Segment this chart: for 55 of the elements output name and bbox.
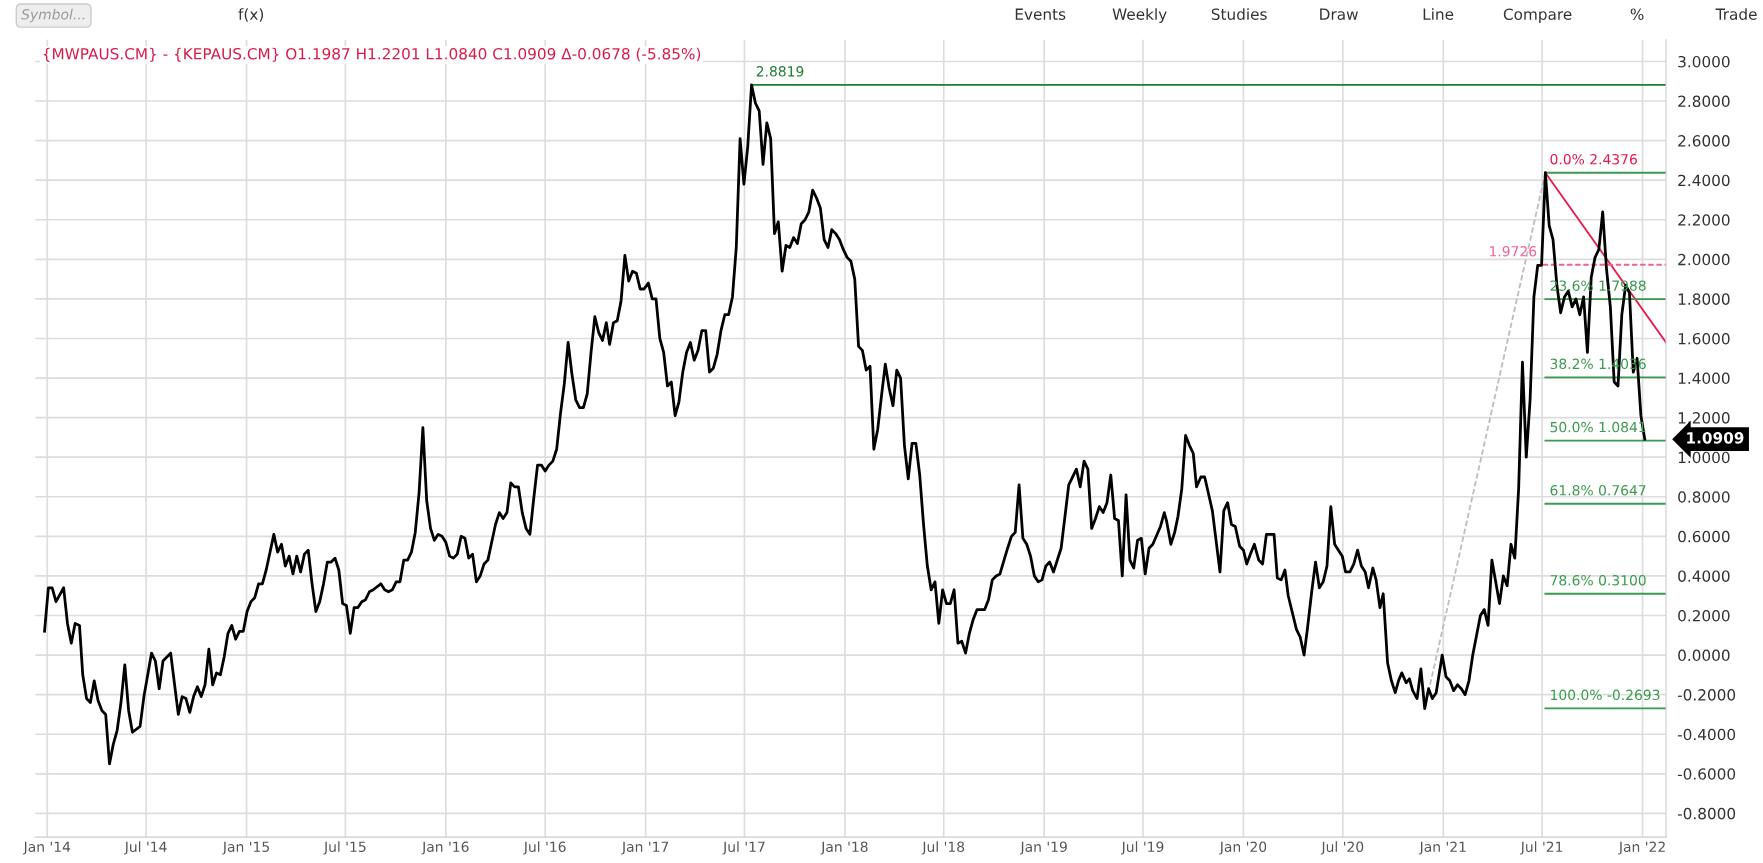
x-tick-label: Jul '17 xyxy=(722,841,765,855)
y-tick-label: 3.0000 xyxy=(1678,55,1730,68)
y-tick-label: -0.8000 xyxy=(1677,807,1736,820)
annotation: 0.0% 2.4376 xyxy=(1550,153,1637,165)
x-tick-label: Jan '21 xyxy=(1418,841,1466,855)
x-tick-label: Jan '19 xyxy=(1019,841,1067,855)
chart-title: {MWPAUS.CM} - {KEPAUS.CM} O1.1987 H1.2201 L1.0840 C1.0909 Δ-0.0678 (-5.85%) xyxy=(43,47,701,62)
x-tick-label: Jul '18 xyxy=(921,841,965,855)
y-tick-label: 1.0000 xyxy=(1678,451,1730,464)
x-tick-label: Jul '15 xyxy=(323,841,366,855)
x-tick-label: Jul '20 xyxy=(1320,841,1364,855)
y-tick-label: 0.8000 xyxy=(1678,491,1730,503)
text: Compare xyxy=(1503,8,1572,23)
text: % xyxy=(1630,8,1644,20)
text: Events xyxy=(1015,8,1066,20)
x-tick-label: Jul '16 xyxy=(523,841,566,855)
y-tick-label: 2.0000 xyxy=(1678,253,1730,266)
x-tick-label: Jul '14 xyxy=(124,841,167,855)
y-tick-label: 0.6000 xyxy=(1678,530,1730,543)
y-tick-label: -0.4000 xyxy=(1677,728,1736,741)
text: Symbol... xyxy=(21,8,85,23)
annotation: 2.8819 xyxy=(756,66,804,77)
annotation: 1.9726 xyxy=(1490,246,1537,257)
y-tick-label: 0.4000 xyxy=(1678,570,1730,582)
x-tick-label: Jan '15 xyxy=(222,841,269,855)
annotation: 61.8% 0.7647 xyxy=(1550,485,1646,496)
y-tick-label: -0.2000 xyxy=(1677,689,1736,701)
x-tick-label: Jan '20 xyxy=(1219,841,1267,855)
text: f(x) xyxy=(238,8,264,22)
text: Studies xyxy=(1211,8,1267,20)
annotation: 1.0909 xyxy=(1687,432,1744,444)
y-tick-label: 0.2000 xyxy=(1678,609,1730,622)
text: Weekly xyxy=(1112,8,1167,23)
x-tick-label: Jan '14 xyxy=(22,841,71,855)
y-tick-label: 2.4000 xyxy=(1678,174,1730,187)
x-tick-label: Jul '21 xyxy=(1520,841,1563,855)
annotation: 100.0% -0.2693 xyxy=(1551,689,1660,701)
y-tick-label: 1.8000 xyxy=(1678,293,1730,305)
y-tick-label: 2.6000 xyxy=(1678,135,1730,147)
annotation: 78.6% 0.3100 xyxy=(1550,574,1646,586)
y-tick-label: 2.8000 xyxy=(1678,95,1730,108)
text: Line xyxy=(1423,8,1454,20)
x-tick-label: Jan '17 xyxy=(621,841,669,855)
x-tick-label: Jan '18 xyxy=(820,841,868,855)
y-tick-label: 1.2000 xyxy=(1678,412,1730,424)
y-tick-label: 0.0000 xyxy=(1678,649,1730,662)
y-tick-label: 2.2000 xyxy=(1678,214,1730,226)
text: Draw xyxy=(1320,8,1358,20)
y-tick-label: -0.6000 xyxy=(1677,768,1736,780)
y-tick-label: 1.6000 xyxy=(1678,332,1730,345)
x-tick-label: Jan '22 xyxy=(1618,841,1665,855)
y-tick-label: 1.4000 xyxy=(1678,372,1730,385)
text: Trade xyxy=(1715,8,1757,20)
x-tick-label: Jul '19 xyxy=(1120,841,1164,855)
x-tick-label: Jan '16 xyxy=(421,841,469,855)
